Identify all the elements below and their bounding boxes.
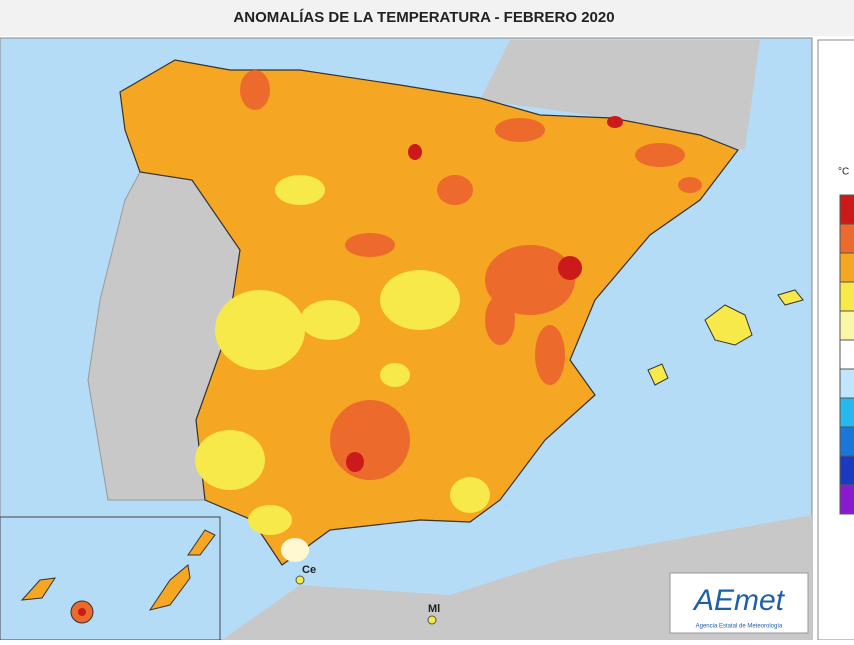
ceuta-marker [295, 575, 305, 585]
legend-unit: °C [838, 167, 849, 178]
mallorca [704, 304, 753, 346]
melilla-marker [427, 615, 437, 625]
legend-swatches [839, 194, 854, 515]
title: ANOMALÍAS DE LA TEMPERATURA - FEBRERO 20… [233, 9, 614, 26]
logo-subtitle: Agencia Estatal de Meteorología [696, 624, 783, 630]
hot-anomaly-areas [346, 116, 623, 472]
canary-islands [20, 529, 216, 624]
title-bar [0, 0, 854, 36]
cool-anomaly-areas [195, 175, 490, 535]
menorca [777, 289, 804, 306]
africa [222, 515, 812, 640]
neutral-area [281, 538, 309, 562]
place-label: Ml [428, 603, 440, 615]
ibiza [647, 363, 669, 386]
france [480, 40, 760, 150]
logo-name: AEmet [692, 584, 786, 617]
place-label: Ce [302, 564, 316, 576]
canary-hot-area [78, 608, 86, 616]
logo-box [669, 572, 809, 634]
